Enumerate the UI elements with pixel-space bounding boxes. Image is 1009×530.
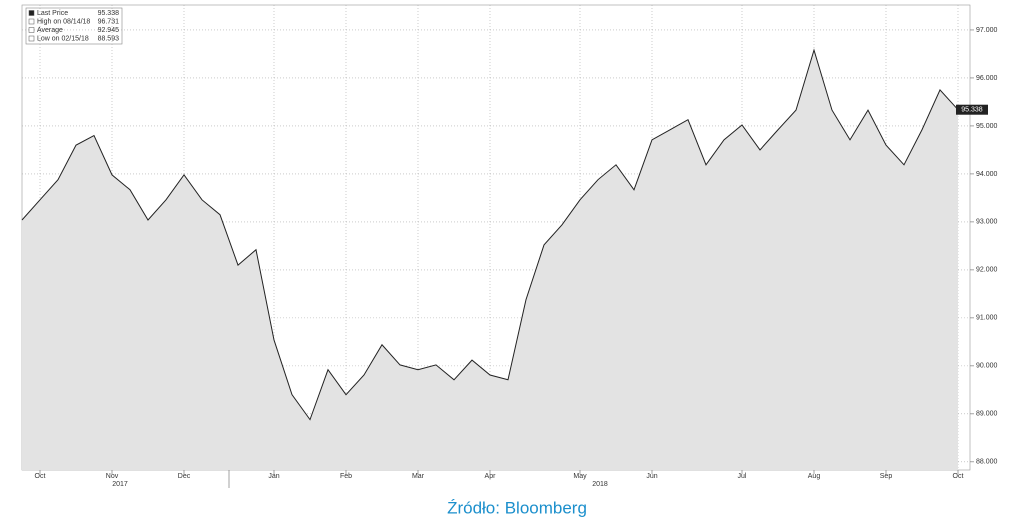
legend-label: Last Price xyxy=(37,10,68,17)
last-price-tag xyxy=(956,104,988,115)
legend-label: Low on 02/15/18 xyxy=(37,35,89,42)
legend-value: 96.731 xyxy=(98,18,120,25)
y-tick-label: 92.000 xyxy=(976,267,998,274)
y-tick-label: 93.000 xyxy=(976,219,998,226)
year-label: 2018 xyxy=(592,481,608,488)
legend-swatch xyxy=(28,18,35,25)
y-tick-label: 91.000 xyxy=(976,315,998,322)
x-tick-label: Aug xyxy=(808,473,821,480)
source-caption: Źródło: Bloomberg xyxy=(447,498,587,517)
y-tick-label: 94.000 xyxy=(976,171,998,178)
legend-label: Average xyxy=(37,27,63,34)
x-tick-label: Feb xyxy=(340,473,352,480)
x-tick-label: Jul xyxy=(738,473,747,480)
x-tick-label: Jan xyxy=(268,473,279,480)
legend-box xyxy=(25,7,123,45)
price-line xyxy=(21,48,959,421)
year-label: 2017 xyxy=(112,481,128,488)
legend-value: 88.593 xyxy=(98,35,120,42)
y-tick-label: 88.000 xyxy=(976,459,998,466)
legend-swatch xyxy=(28,27,35,33)
legend-value: 95.338 xyxy=(98,10,120,17)
area-fill xyxy=(22,50,958,470)
y-tick-label: 90.000 xyxy=(976,363,998,370)
x-tick-label: Nov xyxy=(106,473,119,480)
x-tick-label: May xyxy=(573,473,587,480)
y-tick-label: 95.000 xyxy=(976,123,998,130)
x-tick-label: Dec xyxy=(178,473,191,480)
y-tick-label: 96.000 xyxy=(976,75,998,82)
x-tick-label: Oct xyxy=(953,473,964,480)
legend-label: High on 08/14/18 xyxy=(37,18,90,25)
legend-value: 92.945 xyxy=(98,27,120,34)
y-tick-label: 97.000 xyxy=(976,27,998,34)
legend-swatch xyxy=(28,10,35,16)
x-tick-label: Mar xyxy=(412,473,425,480)
x-tick-label: Apr xyxy=(485,473,497,480)
x-tick-label: Oct xyxy=(35,473,46,480)
y-tick-label: 89.000 xyxy=(976,411,998,418)
x-tick-label: Sep xyxy=(880,473,893,480)
last-price-label: 95.338 xyxy=(961,107,983,114)
legend-swatch xyxy=(28,35,35,42)
x-tick-label: Jun xyxy=(646,473,657,480)
